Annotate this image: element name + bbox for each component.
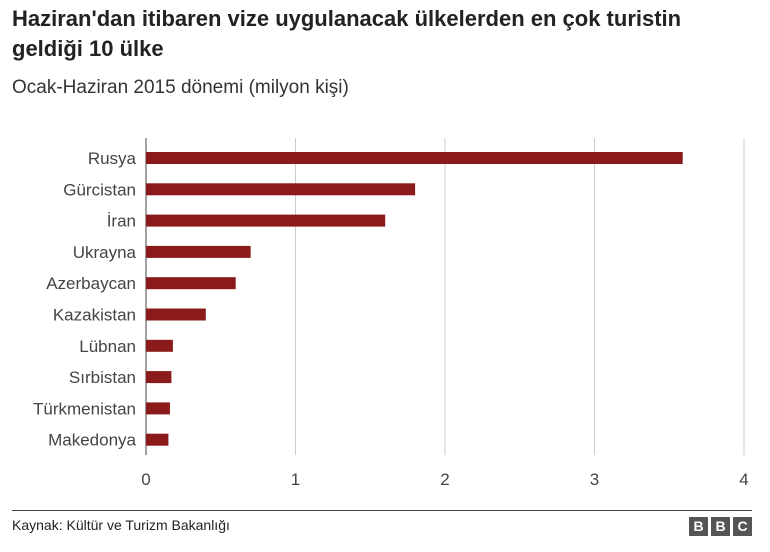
bar [146, 402, 170, 415]
x-tick-label: 1 [291, 470, 300, 489]
category-label: Azerbaycan [46, 274, 136, 293]
footer-divider [12, 510, 752, 511]
category-label: Ukrayna [73, 243, 137, 262]
chart-subtitle: Ocak-Haziran 2015 dönemi (milyon kişi) [12, 77, 349, 98]
x-tick-label: 0 [141, 470, 150, 489]
category-label: Makedonya [48, 431, 136, 450]
bar [146, 214, 386, 227]
bar [146, 339, 173, 352]
x-tick-label: 3 [590, 470, 599, 489]
bar [146, 152, 683, 164]
category-label: Türkmenistan [33, 399, 136, 418]
category-label: Lübnan [79, 337, 136, 356]
x-tick-label: 2 [440, 470, 449, 489]
bbc-logo-letter: B [689, 517, 708, 536]
source-note: Kaynak: Kültür ve Turizm Bakanlığı [12, 517, 230, 533]
bbc-logo: B B C [689, 517, 752, 536]
bar-chart: 0 1 2 3 4 Rusya Gürcistan İran Ukrayna Azerbaycan… [33, 138, 749, 489]
bar [146, 308, 206, 321]
bar [146, 245, 251, 258]
category-label: Kazakistan [53, 306, 136, 325]
category-label: Sırbistan [69, 368, 136, 387]
bar [146, 277, 236, 290]
x-tick-label: 4 [739, 470, 748, 489]
category-label: Rusya [88, 149, 137, 168]
bbc-logo-letter: B [711, 517, 730, 536]
chart-title: Haziran'dan itibaren vize uygulanacak ül… [12, 6, 682, 61]
bar [146, 183, 416, 196]
category-label: İran [107, 212, 136, 231]
bar [146, 433, 169, 446]
category-label: Gürcistan [63, 180, 136, 199]
bbc-logo-letter: C [733, 517, 752, 536]
bar [146, 371, 172, 384]
